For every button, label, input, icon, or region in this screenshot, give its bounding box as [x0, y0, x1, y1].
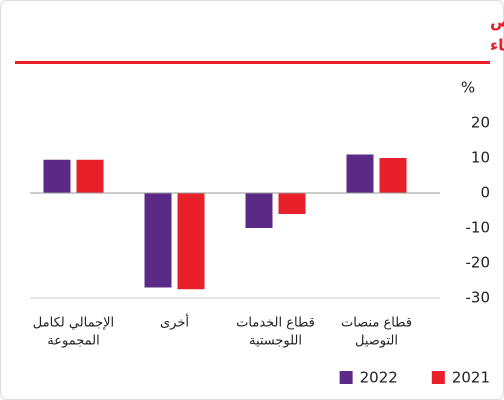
- x-tick-label: أخرى: [160, 314, 189, 331]
- x-tick-label: اللوجستية: [249, 334, 302, 349]
- x-tick-label: قطاع الخدمات: [236, 316, 315, 331]
- chart-title: الاستهلاك والإطفاء: [490, 36, 504, 55]
- y-tick-label: -30: [466, 289, 491, 307]
- x-tick-label: التوصيل: [355, 334, 398, 349]
- chart-title: هامش الأرباح قبل دفع الفوائد والزكاة ومخ…: [490, 12, 504, 31]
- y-tick-label: -10: [466, 219, 491, 237]
- title-rule: [15, 61, 490, 64]
- y-tick-label: -20: [466, 254, 491, 272]
- bar: [346, 154, 374, 193]
- bar: [177, 193, 205, 290]
- y-unit: %: [461, 79, 475, 97]
- x-tick-label: الإجمالي لكامل: [33, 316, 114, 331]
- bar: [379, 158, 407, 193]
- bar: [278, 193, 306, 214]
- legend-label: 2022: [360, 369, 398, 387]
- x-tick-label: المجموعة: [47, 334, 99, 349]
- y-tick-label: 20: [471, 114, 490, 132]
- bar: [43, 159, 71, 193]
- y-tick-label: 0: [480, 184, 490, 202]
- bar: [144, 193, 172, 288]
- legend-label: 2021: [452, 369, 490, 387]
- x-tick-label: قطاع منصات: [341, 316, 412, 331]
- legend-swatch: [339, 371, 353, 384]
- y-tick-label: 10: [471, 149, 490, 167]
- bar: [76, 159, 104, 193]
- bar: [245, 193, 273, 228]
- legend-swatch: [431, 371, 445, 384]
